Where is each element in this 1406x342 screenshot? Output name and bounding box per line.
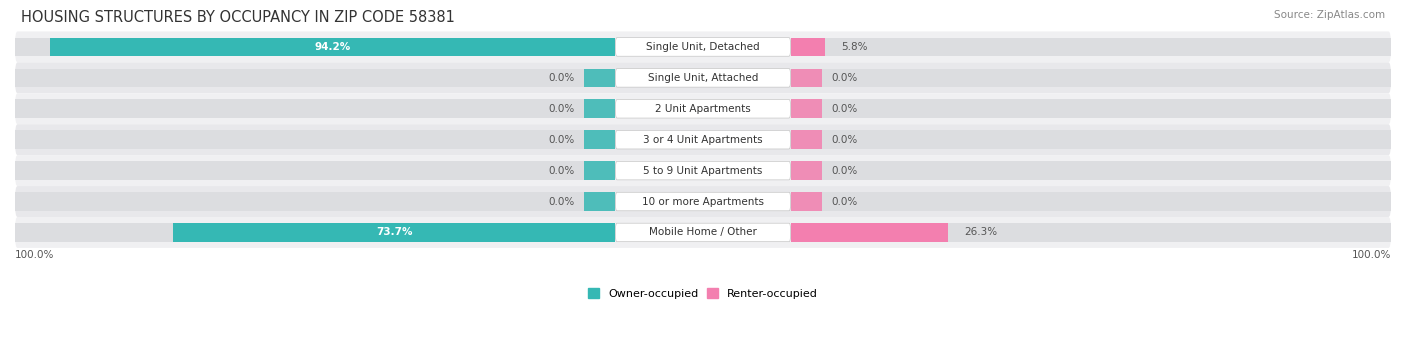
- FancyBboxPatch shape: [616, 100, 790, 118]
- Bar: [790, 223, 949, 242]
- FancyBboxPatch shape: [616, 38, 790, 56]
- Bar: [790, 192, 1391, 211]
- Text: 0.0%: 0.0%: [831, 73, 858, 83]
- FancyBboxPatch shape: [616, 130, 790, 149]
- Text: 3 or 4 Unit Apartments: 3 or 4 Unit Apartments: [643, 135, 763, 145]
- Text: Mobile Home / Other: Mobile Home / Other: [650, 227, 756, 237]
- FancyBboxPatch shape: [15, 62, 1391, 93]
- FancyBboxPatch shape: [15, 124, 1391, 155]
- Text: 73.7%: 73.7%: [375, 227, 412, 237]
- FancyBboxPatch shape: [15, 31, 1391, 62]
- Bar: [790, 223, 1391, 242]
- Bar: [15, 38, 616, 56]
- Bar: [583, 130, 616, 149]
- Text: 0.0%: 0.0%: [548, 104, 575, 114]
- Bar: [790, 161, 823, 180]
- Text: 0.0%: 0.0%: [548, 135, 575, 145]
- Bar: [790, 68, 823, 87]
- Text: 0.0%: 0.0%: [831, 104, 858, 114]
- Text: 0.0%: 0.0%: [548, 197, 575, 207]
- Text: Single Unit, Detached: Single Unit, Detached: [647, 42, 759, 52]
- Bar: [173, 223, 616, 242]
- Bar: [790, 100, 823, 118]
- Bar: [15, 192, 616, 211]
- Text: 94.2%: 94.2%: [315, 42, 350, 52]
- Text: HOUSING STRUCTURES BY OCCUPANCY IN ZIP CODE 58381: HOUSING STRUCTURES BY OCCUPANCY IN ZIP C…: [21, 10, 456, 25]
- Bar: [790, 130, 823, 149]
- FancyBboxPatch shape: [15, 217, 1391, 248]
- Bar: [49, 38, 616, 56]
- Text: 0.0%: 0.0%: [548, 166, 575, 175]
- Bar: [583, 192, 616, 211]
- Bar: [790, 161, 1391, 180]
- FancyBboxPatch shape: [616, 223, 790, 242]
- Bar: [790, 100, 1391, 118]
- Bar: [583, 161, 616, 180]
- Bar: [790, 38, 1391, 56]
- FancyBboxPatch shape: [15, 186, 1391, 217]
- FancyBboxPatch shape: [15, 155, 1391, 186]
- Text: 5 to 9 Unit Apartments: 5 to 9 Unit Apartments: [644, 166, 762, 175]
- Text: 2 Unit Apartments: 2 Unit Apartments: [655, 104, 751, 114]
- Bar: [15, 100, 616, 118]
- Bar: [790, 192, 823, 211]
- Bar: [15, 68, 616, 87]
- FancyBboxPatch shape: [15, 93, 1391, 124]
- Bar: [790, 68, 1391, 87]
- Bar: [15, 223, 616, 242]
- Text: 0.0%: 0.0%: [548, 73, 575, 83]
- Bar: [583, 100, 616, 118]
- Text: 10 or more Apartments: 10 or more Apartments: [643, 197, 763, 207]
- Text: Single Unit, Attached: Single Unit, Attached: [648, 73, 758, 83]
- Text: Source: ZipAtlas.com: Source: ZipAtlas.com: [1274, 10, 1385, 20]
- Bar: [790, 130, 1391, 149]
- Bar: [15, 130, 616, 149]
- FancyBboxPatch shape: [616, 68, 790, 87]
- Bar: [583, 68, 616, 87]
- Text: 0.0%: 0.0%: [831, 135, 858, 145]
- Text: 5.8%: 5.8%: [841, 42, 868, 52]
- Text: 0.0%: 0.0%: [831, 197, 858, 207]
- Legend: Owner-occupied, Renter-occupied: Owner-occupied, Renter-occupied: [588, 288, 818, 299]
- Bar: [790, 38, 825, 56]
- Text: 100.0%: 100.0%: [1351, 250, 1391, 260]
- Text: 0.0%: 0.0%: [831, 166, 858, 175]
- FancyBboxPatch shape: [616, 192, 790, 211]
- Bar: [15, 161, 616, 180]
- Text: 26.3%: 26.3%: [965, 227, 997, 237]
- Text: 100.0%: 100.0%: [15, 250, 55, 260]
- FancyBboxPatch shape: [616, 161, 790, 180]
